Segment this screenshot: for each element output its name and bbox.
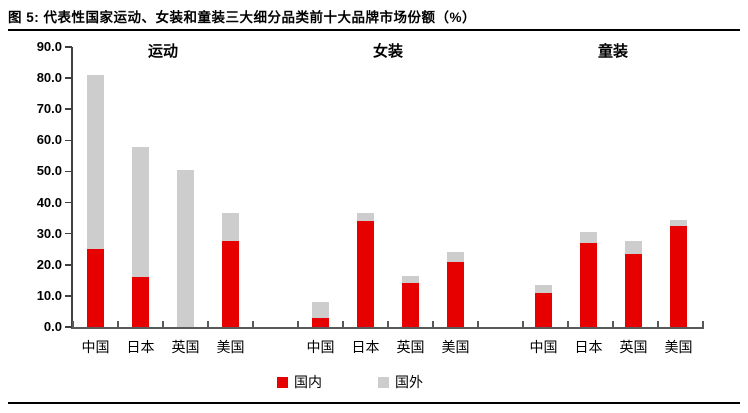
y-axis-tick-mark (64, 77, 72, 79)
y-axis-tick-mark (64, 232, 72, 235)
y-axis-tick-mark (64, 264, 72, 266)
y-axis-tick-mark (64, 46, 72, 48)
y-axis-tick-label: 70.0 (36, 101, 62, 117)
x-axis-tick-mark (612, 321, 614, 329)
x-axis-category-label: 中国 (306, 339, 335, 355)
y-axis-tick-label: 80.0 (36, 70, 62, 86)
x-axis-category-label: 美国 (664, 339, 693, 355)
y-axis-tick-label: 60.0 (36, 132, 62, 148)
x-axis-category-label: 中国 (81, 339, 110, 355)
legend-item-domestic: 国内 (277, 372, 322, 392)
x-axis-tick-mark (162, 321, 164, 329)
x-axis-tick-mark (342, 321, 344, 329)
bar-domestic-童装-中国 (535, 292, 552, 327)
bar-foreign-童装-中国 (535, 285, 552, 293)
y-axis-line (71, 47, 73, 328)
x-axis-tick-mark (657, 321, 659, 329)
bar-foreign-运动-英国 (177, 169, 194, 327)
bar-domestic-童装-英国 (625, 253, 642, 327)
x-axis-tick-mark (522, 321, 524, 329)
y-axis-tick-mark (64, 139, 72, 142)
y-axis-tick-label: 0.0 (43, 319, 62, 334)
section-title-3: 童装 (597, 43, 628, 60)
bar-foreign-运动-日本 (132, 146, 149, 278)
legend-item-foreign: 国外 (378, 372, 423, 392)
legend-label-foreign: 国外 (395, 374, 423, 390)
x-axis-tick-mark (387, 321, 389, 329)
title-divider-line (8, 29, 740, 31)
x-axis-category-label: 英国 (396, 339, 425, 355)
bar-foreign-童装-日本 (580, 232, 597, 243)
x-axis-tick-mark (207, 321, 209, 329)
domestic-color-swatch (277, 376, 288, 388)
bottom-divider-line (8, 402, 740, 404)
x-axis-tick-mark (252, 321, 254, 329)
x-axis-category-label: 美国 (441, 339, 470, 355)
legend-label-domestic: 国内 (294, 374, 322, 390)
figure-title: 图 5: 代表性国家运动、女装和童装三大细分品类前十大品牌市场份额（%） (8, 10, 477, 25)
bar-domestic-运动-日本 (132, 277, 149, 327)
y-axis-tick-label: 10.0 (36, 287, 62, 303)
y-axis-tick-label: 90.0 (36, 39, 62, 54)
x-axis-tick-mark (72, 321, 74, 329)
bar-foreign-运动-美国 (222, 213, 239, 242)
x-axis-tick-mark (477, 321, 479, 329)
bar-domestic-童装-美国 (670, 225, 687, 327)
x-axis-category-label: 美国 (216, 339, 245, 355)
y-axis-tick-mark (64, 295, 72, 297)
bar-domestic-运动-中国 (87, 249, 104, 327)
x-axis-category-label: 中国 (529, 339, 558, 355)
chart-legend: 国内 国外 (0, 372, 700, 392)
bar-foreign-运动-中国 (87, 75, 104, 250)
x-axis-category-label: 日本 (351, 339, 380, 355)
bar-foreign-女装-中国 (312, 302, 329, 318)
y-axis-tick-mark (64, 170, 72, 173)
bar-domestic-女装-日本 (357, 221, 374, 327)
x-axis-category-label: 日本 (574, 339, 603, 355)
y-axis-tick-mark (64, 326, 72, 328)
y-axis-tick-mark (64, 108, 72, 110)
x-axis-category-label: 英国 (171, 339, 200, 355)
bar-foreign-女装-日本 (357, 213, 374, 222)
x-axis-tick-mark (297, 321, 299, 329)
bar-domestic-女装-英国 (402, 283, 419, 327)
y-axis-tick-mark (64, 201, 72, 204)
x-axis-tick-mark (117, 321, 119, 329)
x-axis-category-label: 英国 (619, 339, 648, 355)
bar-domestic-童装-日本 (580, 243, 597, 327)
x-axis-tick-mark (432, 321, 434, 329)
y-axis-tick-label: 50.0 (36, 163, 62, 179)
bar-foreign-女装-美国 (447, 252, 464, 262)
y-axis-tick-label: 20.0 (36, 256, 62, 272)
x-axis-tick-mark (702, 321, 704, 329)
section-title-2: 女装 (372, 43, 403, 60)
y-axis-tick-label: 30.0 (36, 225, 62, 241)
section-title-1: 运动 (147, 43, 178, 60)
bar-foreign-女装-英国 (402, 275, 419, 284)
foreign-color-swatch (378, 376, 389, 388)
x-axis-tick-mark (567, 321, 569, 329)
bar-domestic-女装-美国 (447, 261, 464, 327)
y-axis-tick-label: 40.0 (36, 194, 62, 210)
bar-domestic-运动-美国 (222, 241, 239, 327)
bar-foreign-童装-美国 (670, 219, 687, 226)
bar-foreign-童装-英国 (625, 241, 642, 254)
bar-domestic-女装-中国 (312, 317, 329, 327)
x-axis-category-label: 日本 (126, 339, 155, 355)
